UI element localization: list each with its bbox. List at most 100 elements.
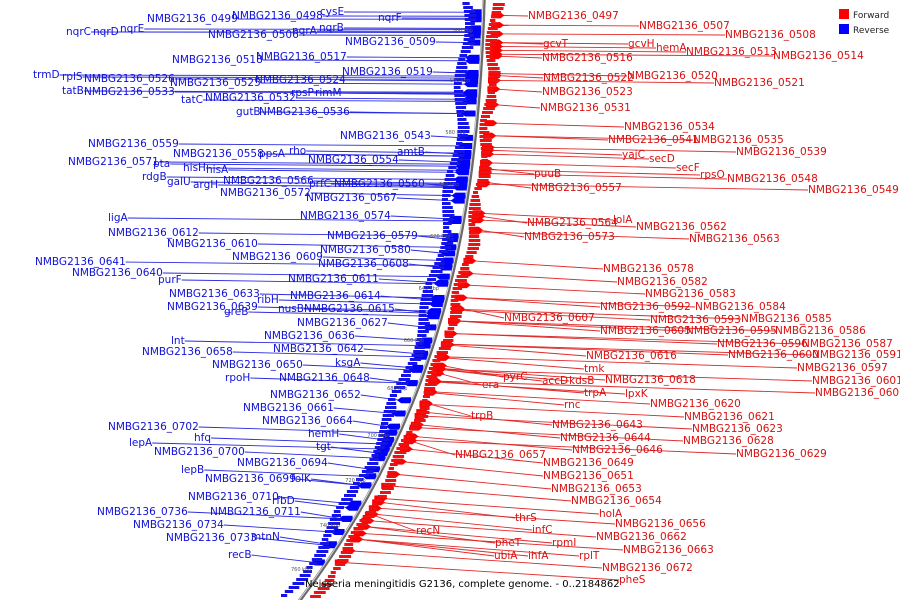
reverse-feature[interactable] <box>451 192 466 199</box>
gene-label-NMBG2136_0651[interactable]: NMBG2136_0651 <box>543 470 634 482</box>
gene-label-NMBG2136_0640[interactable]: NMBG2136_0640 <box>72 267 163 279</box>
gene-label-NMBG2136_0592[interactable]: NMBG2136_0592 <box>600 301 691 313</box>
gene-label-NMBG2136_0639[interactable]: NMBG2136_0639 <box>167 301 258 313</box>
gene-label-NMBG2136_0654[interactable]: NMBG2136_0654 <box>571 495 662 507</box>
reverse-feature[interactable] <box>409 364 424 371</box>
gene-label-NMBG2136_0521[interactable]: NMBG2136_0521 <box>714 77 805 89</box>
gene-label-NMBG2136_0526[interactable]: NMBG2136_0526 <box>84 73 175 85</box>
gene-label-NMBG2136_0611[interactable]: NMBG2136_0611 <box>288 273 379 285</box>
gene-label-secD[interactable]: secD <box>649 153 675 165</box>
gene-label-accD[interactable]: accD <box>542 375 568 387</box>
gene-label-NMBG2136_0606[interactable]: NMBG2136_0606 <box>815 387 900 399</box>
gene-label-NMBG2136_0533[interactable]: NMBG2136_0533 <box>84 86 175 98</box>
reverse-feature[interactable] <box>386 423 401 430</box>
gene-label-NMBG2136_0633[interactable]: NMBG2136_0633 <box>169 288 260 300</box>
gene-label-NMBG2136_0642[interactable]: NMBG2136_0642 <box>273 343 364 355</box>
gene-label-NMBG2136_0610[interactable]: NMBG2136_0610 <box>167 238 258 250</box>
gene-label-hemA[interactable]: hemA <box>656 42 687 54</box>
gene-label-NMBG2136_0506[interactable]: NMBG2136_0506 <box>208 29 299 41</box>
gene-label-amtB[interactable]: amtB <box>397 146 425 158</box>
gene-label-NMBG2136_0605[interactable]: NMBG2136_0605 <box>600 325 691 337</box>
gene-label-rpsO[interactable]: rpsO <box>700 169 725 181</box>
gene-label-NMBG2136_0646[interactable]: NMBG2136_0646 <box>572 444 663 456</box>
gene-label-NMBG2136_0694[interactable]: NMBG2136_0694 <box>237 457 328 469</box>
gene-label-NMBG2136_0566[interactable]: NMBG2136_0566 <box>223 175 314 187</box>
gene-label-NMBG2136_0700[interactable]: NMBG2136_0700 <box>154 446 245 458</box>
gene-label-pta[interactable]: pta <box>153 158 170 170</box>
gene-label-secF[interactable]: secF <box>676 162 700 174</box>
reverse-feature[interactable] <box>462 91 477 98</box>
gene-label-NMBG2136_0591[interactable]: NMBG2136_0591 <box>812 349 900 361</box>
gene-label-ihfA[interactable]: ihfA <box>528 550 549 562</box>
gene-label-NMBG2136_0574[interactable]: NMBG2136_0574 <box>300 210 391 222</box>
gene-label-lepB[interactable]: lepB <box>181 464 204 476</box>
reverse-feature[interactable] <box>397 397 412 404</box>
gene-label-NMBG2136_0609[interactable]: NMBG2136_0609 <box>232 251 323 263</box>
gene-label-rimM[interactable]: rimM <box>315 87 342 99</box>
gene-label-NMBG2136_0572[interactable]: NMBG2136_0572 <box>220 187 311 199</box>
gene-label-hemH[interactable]: hemH <box>308 428 339 440</box>
gene-label-tatC[interactable]: tatC <box>181 94 203 106</box>
gene-label-infC[interactable]: infC <box>532 524 553 536</box>
gene-label-NMBG2136_0518[interactable]: NMBG2136_0518 <box>172 54 263 66</box>
gene-label-nqrC[interactable]: nqrC <box>66 26 91 38</box>
gene-label-lolA[interactable]: lolA <box>613 214 633 226</box>
gene-label-NMBG2136_0499[interactable]: NMBG2136_0499 <box>147 13 238 25</box>
reverse-feature[interactable] <box>450 197 465 204</box>
reverse-feature[interactable] <box>465 57 480 64</box>
gene-label-nqrB[interactable]: nqrB <box>319 22 344 34</box>
gene-label-NMBG2136_0608[interactable]: NMBG2136_0608 <box>318 258 409 270</box>
gene-label-lepA[interactable]: lepA <box>129 437 153 449</box>
gene-label-NMBG2136_0661[interactable]: NMBG2136_0661 <box>243 402 334 414</box>
gene-label-NMBG2136_0650[interactable]: NMBG2136_0650 <box>212 359 303 371</box>
gene-label-tmk[interactable]: tmk <box>584 363 605 375</box>
reverse-feature[interactable] <box>461 110 476 117</box>
gene-label-NMBG2136_0578[interactable]: NMBG2136_0578 <box>603 263 694 275</box>
gene-label-NMBG2136_0702[interactable]: NMBG2136_0702 <box>108 421 199 433</box>
gene-label-NMBG2136_0534[interactable]: NMBG2136_0534 <box>624 121 715 133</box>
gene-label-NMBG2136_0664[interactable]: NMBG2136_0664 <box>262 415 353 427</box>
gene-label-NMBG2136_0657[interactable]: NMBG2136_0657 <box>455 449 546 461</box>
gene-label-NMBG2136_0584[interactable]: NMBG2136_0584 <box>695 301 786 313</box>
gene-label-NMBG2136_0596[interactable]: NMBG2136_0596 <box>717 338 808 350</box>
gene-label-NMBG2136_0612[interactable]: NMBG2136_0612 <box>108 227 199 239</box>
gene-label-NMBG2136_0532[interactable]: NMBG2136_0532 <box>205 92 296 104</box>
gene-label-NMBG2136_0543[interactable]: NMBG2136_0543 <box>340 130 431 142</box>
reverse-feature[interactable] <box>452 183 467 190</box>
gene-label-NMBG2136_0652[interactable]: NMBG2136_0652 <box>270 389 361 401</box>
gene-label-tatB[interactable]: tatB <box>62 85 84 97</box>
gene-label-NMBG2136_0736[interactable]: NMBG2136_0736 <box>97 506 188 518</box>
gene-label-rfbD[interactable]: rfbD <box>272 495 295 507</box>
gene-label-rho[interactable]: rho <box>289 145 306 157</box>
gene-label-NMBG2136_0601[interactable]: NMBG2136_0601 <box>812 375 900 387</box>
gene-label-purF[interactable]: purF <box>158 274 182 286</box>
gene-label-NMBG2136_0585[interactable]: NMBG2136_0585 <box>741 313 832 325</box>
gene-label-NMBG2136_0549[interactable]: NMBG2136_0549 <box>808 184 899 196</box>
gene-label-NMBG2136_0571[interactable]: NMBG2136_0571 <box>68 156 159 168</box>
gene-label-NMBG2136_0616[interactable]: NMBG2136_0616 <box>586 350 677 362</box>
reverse-feature[interactable] <box>428 301 443 308</box>
gene-label-trmD[interactable]: trmD <box>33 69 60 81</box>
gene-label-pyrC[interactable]: pyrC <box>503 371 528 383</box>
gene-label-NMBG2136_0558[interactable]: NMBG2136_0558 <box>173 148 264 160</box>
gene-label-NMBG2136_0536[interactable]: NMBG2136_0536 <box>259 106 350 118</box>
forward-feature[interactable] <box>489 53 503 60</box>
gene-label-trpA[interactable]: trpA <box>584 387 607 399</box>
gene-label-trpB[interactable]: trpB <box>471 410 493 422</box>
gene-label-NMBG2136_0595[interactable]: NMBG2136_0595 <box>686 325 777 337</box>
gene-label-mtnN[interactable]: mtnN <box>251 531 280 543</box>
reverse-feature[interactable] <box>338 515 353 522</box>
gene-label-greB[interactable]: greB <box>224 306 248 318</box>
gene-label-lnt[interactable]: lnt <box>171 335 185 347</box>
gene-label-NMBG2136_0618[interactable]: NMBG2136_0618 <box>605 374 696 386</box>
gene-label-NMBG2136_0567[interactable]: NMBG2136_0567 <box>306 192 397 204</box>
gene-label-recN[interactable]: recN <box>416 525 440 537</box>
gene-label-ksgA[interactable]: ksgA <box>335 357 361 369</box>
gene-label-NMBG2136_0734[interactable]: NMBG2136_0734 <box>133 519 224 531</box>
gene-label-NMBG2136_0699[interactable]: NMBG2136_0699 <box>205 473 296 485</box>
gene-label-NMBG2136_0620[interactable]: NMBG2136_0620 <box>650 398 741 410</box>
gene-label-NMBG2136_0520[interactable]: NMBG2136_0520 <box>627 70 718 82</box>
gene-label-yajC[interactable]: yajC <box>622 149 645 161</box>
gene-label-NMBG2136_0509[interactable]: NMBG2136_0509 <box>345 36 436 48</box>
gene-label-cysE[interactable]: cysE <box>320 6 344 18</box>
